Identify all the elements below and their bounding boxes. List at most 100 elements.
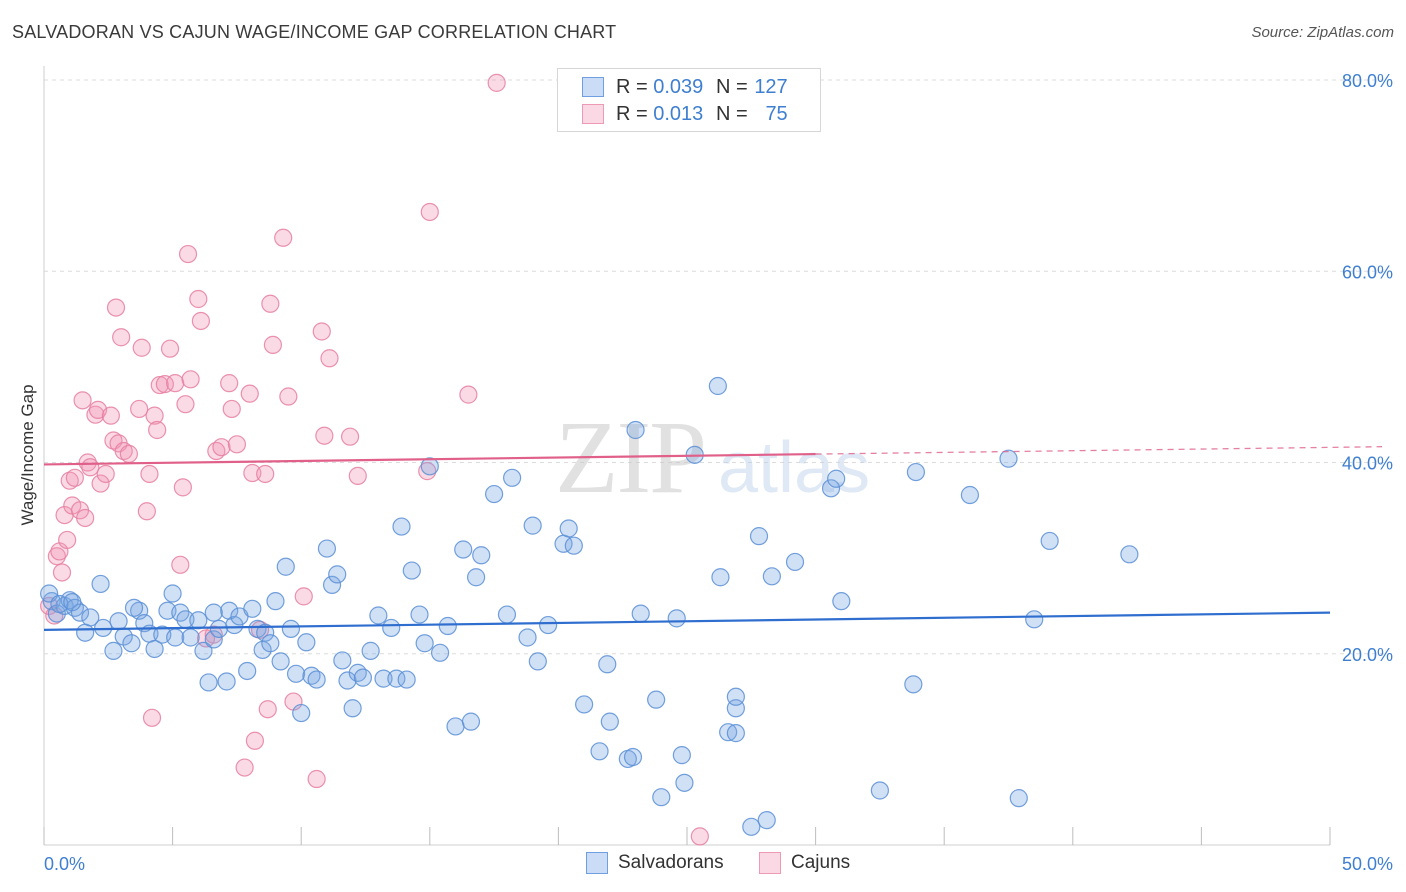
salvadoran-point	[446, 717, 465, 736]
legend-n-value: 75	[765, 102, 788, 125]
cajun-point	[189, 289, 208, 309]
cajun-point	[171, 555, 190, 574]
salvadoran-point	[124, 598, 144, 617]
salvadoran-point	[392, 517, 411, 536]
cajun-point	[52, 563, 72, 582]
salvadoran-point	[204, 603, 223, 622]
legend-label-salvadorans: Salvadorans	[618, 852, 724, 873]
salvadoran-point	[307, 670, 326, 689]
tick-labels: 20.0% 40.0% 60.0% 80.0% 0.0% 50.0%	[44, 71, 1393, 874]
cajun-point	[294, 587, 313, 606]
cajun-point	[73, 391, 92, 410]
salvadoran-point	[719, 723, 738, 742]
cajun-point	[178, 244, 198, 264]
cajun-point	[235, 758, 254, 777]
cajun-point	[58, 530, 77, 550]
salvadoran-point	[63, 593, 82, 612]
salvadoran-point	[454, 540, 473, 559]
salvadorans-points	[40, 376, 1139, 836]
salvadoran-point	[726, 724, 745, 743]
cajun-point	[487, 73, 506, 92]
salvadoran-point	[438, 616, 457, 636]
salvadoran-point	[209, 619, 228, 638]
cajun-point	[315, 426, 334, 445]
salvadoran-point	[518, 628, 537, 647]
salvadoran-point	[266, 592, 285, 611]
series-legend: Salvadorans Cajuns	[0, 852, 1406, 878]
salvadoran-point	[297, 633, 316, 652]
cajun-point	[145, 406, 164, 425]
cajun-point	[114, 441, 133, 461]
salvadoran-point	[166, 628, 185, 647]
salvadoran-point	[564, 536, 583, 555]
salvadoran-point	[960, 485, 980, 505]
legend-item-cajuns: Cajuns	[759, 852, 850, 874]
salvadoran-point	[420, 457, 439, 476]
salvadoran-point	[870, 781, 890, 800]
salvadoran-point	[415, 634, 434, 653]
cajun-point	[204, 625, 223, 644]
svg-text:atlas: atlas	[718, 428, 870, 508]
salvadoran-point	[343, 699, 362, 718]
salvadoran-point	[369, 606, 388, 625]
salvadoran-point	[1040, 531, 1059, 551]
cajun-point	[78, 453, 97, 472]
salvadoran-point	[286, 664, 306, 683]
cajun-point	[176, 395, 195, 414]
salvadoran-point	[333, 651, 352, 670]
salvadoran-point	[194, 641, 213, 660]
salvadoran-point	[353, 668, 373, 687]
legend-r-label: R =	[616, 102, 654, 125]
cajun-point	[279, 387, 298, 406]
cajun-point	[258, 700, 277, 719]
salvadoran-point	[104, 641, 123, 660]
x-tick-label: 50.0%	[1342, 854, 1393, 874]
salvadoran-point	[238, 661, 257, 681]
salvadoran-point	[91, 574, 110, 594]
cajun-point	[418, 462, 437, 481]
salvadoran-point	[821, 479, 841, 498]
salvadoran-point	[999, 449, 1018, 468]
salvadoran-point	[204, 630, 223, 649]
salvadoran-point	[225, 615, 244, 635]
salvadoran-point	[145, 639, 164, 659]
salvadoran-point	[711, 568, 730, 587]
cajun-point	[312, 322, 331, 341]
axes	[43, 66, 1331, 846]
cajun-point	[256, 464, 275, 484]
cajun-point	[261, 294, 280, 313]
salvadoran-point	[652, 788, 671, 807]
cajun-point	[307, 769, 326, 789]
cajun-point	[91, 474, 110, 493]
salvadoran-point	[485, 484, 504, 504]
cajun-point	[263, 335, 283, 354]
salvadoran-point	[708, 376, 727, 396]
salvadoran-point	[906, 462, 926, 482]
cajun-point	[240, 384, 259, 403]
salvadoran-point	[256, 623, 275, 642]
cajun-point	[86, 405, 105, 424]
salvadoran-point	[672, 746, 691, 765]
cajun-point	[243, 463, 262, 483]
cajun-point	[222, 399, 241, 419]
cajun-point	[227, 435, 246, 454]
salvadoran-point	[217, 672, 236, 691]
salvadoran-point	[317, 539, 337, 558]
cajun-point	[132, 338, 151, 357]
cajun-point	[76, 508, 95, 528]
salvadoran-point	[647, 690, 666, 709]
salvadorans-trend-line	[43, 611, 1331, 631]
salvadoran-point	[220, 601, 239, 620]
salvadoran-point	[466, 568, 486, 587]
cajun-point	[119, 444, 138, 463]
cajun-point	[137, 502, 156, 521]
cajun-point	[245, 731, 265, 750]
legend-row-cajuns: R = 0.013 N = 75	[582, 101, 788, 127]
salvadoran-point	[328, 565, 347, 584]
cajun-point	[181, 370, 200, 389]
salvadoran-point	[742, 817, 761, 836]
salvadoran-point	[590, 742, 609, 761]
salvadoran-point	[382, 618, 401, 638]
y-tick-label: 40.0%	[1342, 454, 1393, 474]
